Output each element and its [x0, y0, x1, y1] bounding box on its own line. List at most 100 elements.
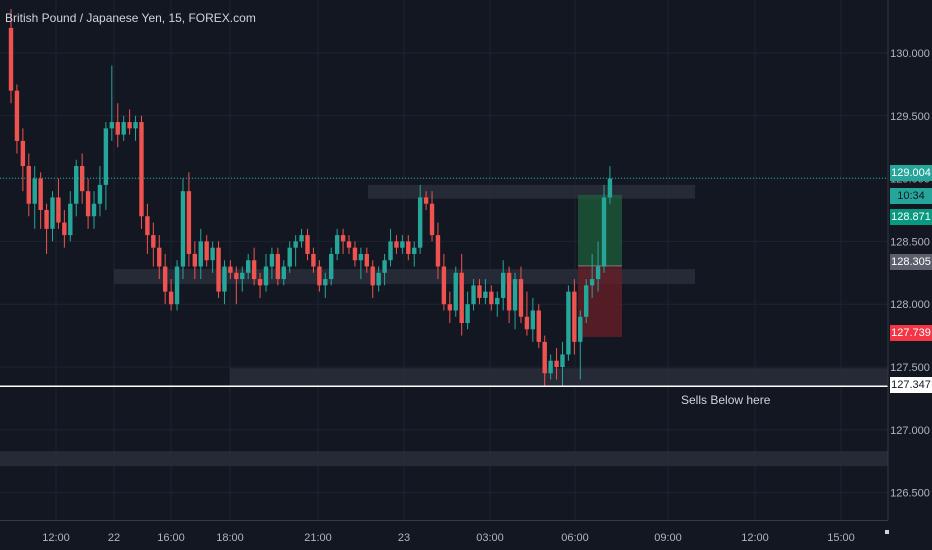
candle-body: [109, 122, 115, 129]
candle-body: [240, 272, 245, 280]
candle-body: [62, 222, 67, 236]
candle-body: [429, 203, 435, 236]
candle-body: [542, 341, 547, 374]
candle-body: [370, 266, 375, 286]
bar-countdown-tag: 10:34: [890, 188, 932, 204]
candle-body: [115, 122, 120, 135]
time-axis-ticks: 12:00 22 16:00 18:00 21:00 23 03:00 06:00 09:00 1…: [42, 532, 855, 544]
candle-body: [44, 210, 49, 229]
candle-body: [210, 247, 215, 261]
entry-price-tag: 128.305: [890, 254, 932, 270]
candle-body: [489, 291, 494, 305]
time-tick-label: 15:00: [827, 532, 855, 544]
candle-body: [38, 178, 43, 210]
candle-body: [216, 247, 221, 292]
candle-body: [287, 247, 292, 267]
horizontal-gridlines: [0, 52, 888, 494]
candle-body: [329, 253, 334, 280]
symbol-title: British Pound / Japanese Yen, 15, FOREX.…: [5, 11, 256, 25]
price-tick-label: 128.000: [890, 299, 930, 311]
candle-body: [74, 166, 79, 204]
candle-body: [500, 272, 506, 298]
candle-body: [168, 291, 174, 305]
price-tick-label: 130.000: [890, 48, 930, 60]
candle-body: [103, 128, 109, 185]
candle-body: [145, 216, 150, 236]
candle-body: [406, 241, 411, 254]
candles-layer: [8, 9, 613, 386]
candle-body: [400, 241, 405, 248]
candle-body: [56, 197, 61, 223]
price-tick-label: 127.000: [890, 425, 930, 437]
candle-body: [566, 291, 571, 355]
candle-body: [346, 241, 352, 248]
candle-body: [548, 360, 553, 374]
time-tick-label: 03:00: [476, 532, 504, 544]
price-tick-label: 127.500: [890, 362, 930, 374]
time-tick-label: 16:00: [157, 532, 185, 544]
candle-body: [317, 266, 322, 286]
candle-body: [334, 235, 340, 254]
sells-below-annotation[interactable]: Sells Below here: [681, 393, 771, 407]
candle-body: [595, 266, 601, 280]
candle-body: [133, 122, 138, 129]
candle-body: [495, 297, 500, 305]
candle-body: [139, 122, 144, 217]
price-zone: [0, 451, 888, 467]
candle-body: [483, 291, 488, 298]
candle-body: [192, 253, 198, 267]
candle-body: [554, 360, 559, 367]
candle-body: [251, 260, 257, 280]
candle-body: [257, 279, 263, 286]
candle-body: [198, 241, 203, 267]
candle-body: [293, 241, 298, 248]
candle-body: [388, 241, 393, 261]
candle-body: [228, 266, 233, 273]
candle-body: [121, 122, 126, 135]
time-tick-label: 06:00: [561, 532, 589, 544]
candle-body: [127, 122, 132, 129]
candle-body: [412, 247, 417, 254]
candle-body: [607, 178, 613, 198]
candle-body: [352, 247, 358, 261]
candle-body: [536, 310, 541, 342]
price-tick-label: 128.500: [890, 236, 930, 248]
candle-body: [512, 279, 518, 311]
horizontal-line-price-tag: 127.347: [890, 377, 932, 393]
vertical-gridlines: [55, 0, 842, 520]
candle-body: [465, 304, 470, 324]
candle-body: [524, 316, 530, 330]
candle-body: [234, 272, 239, 280]
candle-body: [85, 191, 91, 217]
candle-body: [311, 253, 316, 267]
candle-body: [601, 197, 607, 267]
candle-body: [174, 266, 180, 305]
candle-body: [435, 235, 441, 267]
time-axis[interactable]: [0, 521, 888, 550]
candle-body: [376, 272, 381, 286]
price-tick-label: 129.500: [890, 111, 930, 123]
candle-body: [441, 266, 447, 305]
candle-body: [589, 279, 595, 286]
candle-body: [222, 266, 227, 292]
candle-body: [394, 241, 399, 248]
candle-body: [269, 253, 275, 267]
price-axis[interactable]: [888, 0, 932, 550]
candle-body: [299, 235, 304, 242]
candle-body: [246, 260, 251, 273]
time-tick-label: 09:00: [654, 532, 682, 544]
price-tick-label: 126.500: [890, 488, 930, 500]
time-axis-end-marker: [885, 530, 889, 534]
candle-body: [20, 140, 26, 167]
candle-body: [305, 235, 310, 254]
candle-body: [358, 253, 364, 261]
time-tick-label: 12:00: [42, 532, 70, 544]
candle-body: [578, 316, 583, 342]
candle-body: [32, 178, 37, 204]
candle-body: [453, 272, 458, 311]
candle-body: [477, 285, 482, 298]
time-tick-label: 12:00: [741, 532, 769, 544]
candle-body: [14, 90, 20, 141]
candle-body: [162, 266, 168, 292]
